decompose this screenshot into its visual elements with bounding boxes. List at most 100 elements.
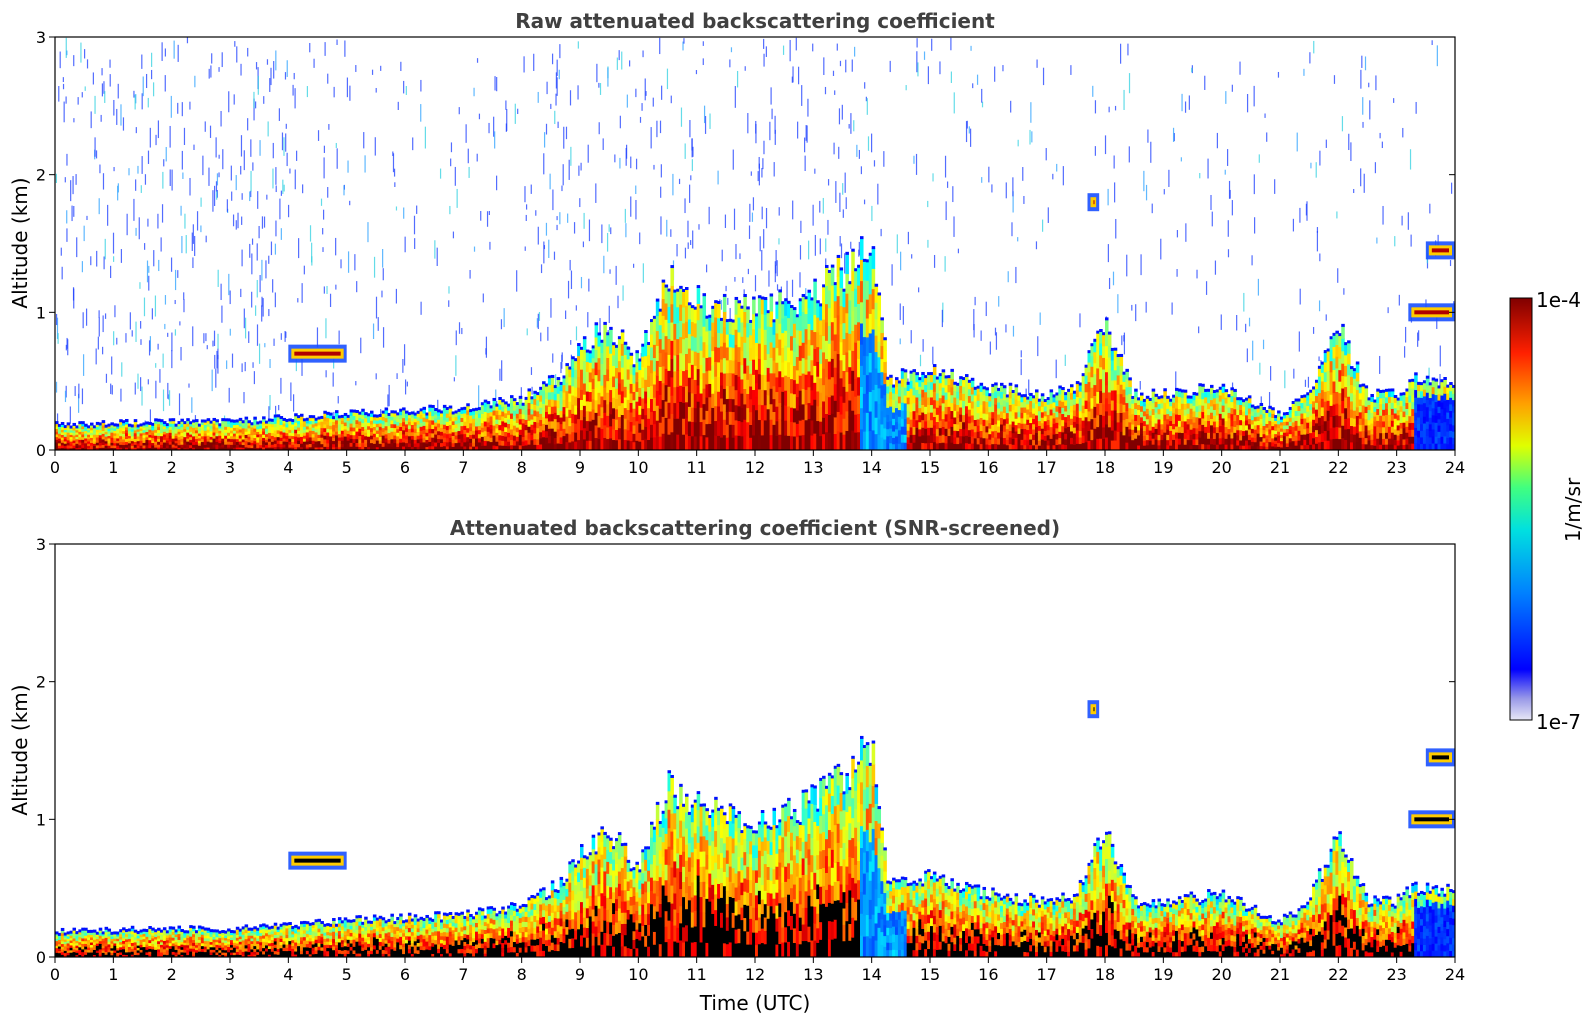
field-cell: [358, 435, 362, 440]
field-cell: [119, 429, 123, 434]
field-cell: [72, 437, 77, 441]
field-cell: [314, 434, 319, 439]
field-cell: [991, 398, 995, 406]
field-cell: [822, 302, 826, 320]
field-cell: [725, 398, 730, 412]
field-cell: [151, 429, 155, 433]
noise-speck: [240, 63, 242, 76]
field-cell: [892, 424, 896, 432]
field-cell: [203, 424, 208, 428]
boundary-edge: [591, 345, 596, 349]
field-cell: [615, 367, 619, 379]
field-cell: [346, 440, 351, 444]
field-cell: [900, 378, 905, 387]
boundary-edge: [673, 289, 677, 293]
field-cell: [81, 423, 85, 427]
noise-speck: [768, 270, 770, 287]
field-cell: [705, 344, 709, 358]
noise-speck: [559, 212, 561, 225]
field-cell: [533, 432, 537, 440]
noise-speck: [867, 136, 870, 151]
field-cell: [235, 435, 240, 440]
field-cell: [343, 435, 348, 441]
noise-speck: [946, 181, 949, 188]
field-cell: [110, 426, 114, 431]
noise-speck: [113, 167, 115, 172]
field-cell: [454, 419, 459, 425]
noise-speck: [1451, 182, 1453, 194]
field-cell: [125, 447, 129, 450]
field-cell: [314, 446, 319, 450]
field-cell: [635, 401, 639, 412]
field-cell: [370, 423, 374, 429]
field-cell: [947, 435, 952, 444]
field-cell: [507, 432, 511, 438]
field-cell: [521, 427, 526, 433]
field-cell: [865, 374, 870, 394]
field-cell: [965, 390, 969, 399]
field-cell: [725, 372, 730, 387]
field-cell: [617, 427, 622, 440]
noise-speck: [325, 318, 327, 339]
noise-speck: [1309, 52, 1311, 64]
field-cell: [661, 416, 666, 434]
boundary-edge: [480, 402, 485, 406]
field-cell: [935, 442, 940, 450]
field-cell: [857, 413, 861, 433]
noise-speck: [146, 260, 149, 283]
field-cell: [603, 323, 607, 338]
field-cell: [320, 433, 324, 438]
field-cell: [760, 374, 765, 391]
field-cell: [235, 432, 240, 437]
field-cell: [60, 447, 65, 450]
field-cell: [492, 404, 497, 411]
field-cell: [763, 389, 768, 406]
field-cell: [151, 444, 155, 449]
boundary-edge: [585, 349, 590, 353]
boundary-edge: [57, 423, 62, 427]
field-cell: [874, 433, 879, 450]
field-cell: [262, 446, 266, 450]
field-cell: [480, 422, 485, 428]
field-cell: [445, 408, 450, 414]
field-cell: [419, 418, 424, 423]
noise-speck: [253, 91, 255, 109]
field-cell: [714, 435, 718, 450]
field-cell: [982, 394, 987, 402]
noise-speck: [251, 238, 254, 245]
field-cell: [728, 372, 733, 387]
noise-speck: [1253, 85, 1255, 107]
field-cell: [760, 434, 765, 450]
field-cell: [647, 386, 651, 398]
noise-speck: [338, 330, 340, 345]
field-cell: [918, 407, 922, 416]
field-cell: [399, 442, 403, 447]
noise-speck: [1298, 331, 1300, 352]
noise-speck: [1151, 203, 1153, 214]
field-cell: [571, 440, 575, 450]
boundary-edge: [457, 408, 462, 412]
field-cell: [195, 441, 199, 445]
noise-speck: [579, 198, 581, 208]
field-cell: [539, 388, 543, 396]
field-cell: [670, 395, 674, 415]
field-cell: [151, 424, 155, 428]
field-cell: [565, 373, 569, 383]
noise-speck: [217, 348, 219, 360]
field-cell: [760, 419, 765, 436]
field-cell: [92, 443, 97, 447]
field-cell: [717, 405, 721, 422]
field-cell: [743, 388, 747, 405]
noise-speck: [580, 276, 583, 289]
field-cell: [822, 368, 826, 386]
field-cell: [504, 403, 508, 409]
field-cell: [472, 446, 476, 450]
field-cell: [425, 418, 429, 423]
field-cell: [711, 407, 715, 423]
field-cell: [221, 423, 225, 427]
field-cell: [206, 447, 211, 450]
field-cell: [728, 424, 733, 438]
boundary-edge: [559, 381, 564, 385]
noise-speck: [374, 137, 376, 156]
field-cell: [816, 405, 820, 422]
